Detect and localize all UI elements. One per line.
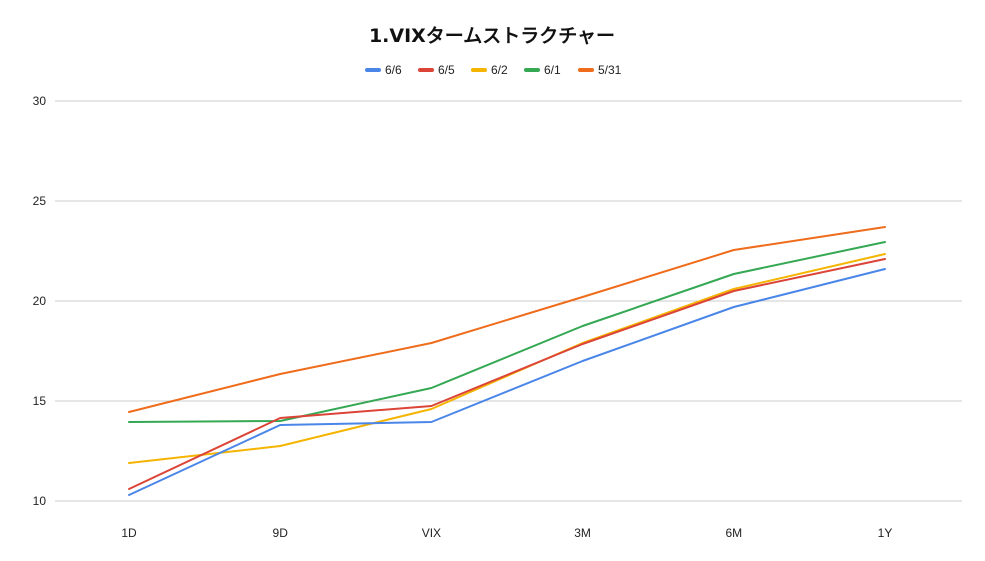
y-tick-label-25: 25 [33,194,47,208]
y-tick-label-10: 10 [33,494,47,508]
x-tick-label-1D: 1D [121,526,137,540]
series-line-5-31 [128,226,886,413]
legend-label-6-6: 6/6 [385,63,402,77]
gridlines [55,100,962,502]
x-tick-label-3M: 3M [574,526,591,540]
x-tick-label-9D: 9D [273,526,289,540]
series-line-6-1 [128,241,886,423]
x-axis-tick-labels: 1D 9D VIX 3M 6M 1Y [121,526,892,540]
y-tick-label-15: 15 [33,394,47,408]
series-lines [128,226,886,496]
legend-label-6-1: 6/1 [544,63,561,77]
chart-title: 1.VIXタームストラクチャー [369,25,615,47]
y-axis-tick-labels: 10 15 20 25 30 [33,94,47,508]
series-line-6-2 [128,253,886,464]
x-tick-label-6M: 6M [725,526,742,540]
y-tick-label-20: 20 [33,294,47,308]
legend-label-6-5: 6/5 [438,63,455,77]
series-line-6-6 [128,268,886,496]
x-tick-label-VIX: VIX [422,526,441,540]
series-line-6-5 [128,258,886,490]
legend-label-5-31: 5/31 [598,63,622,77]
legend-label-6-2: 6/2 [491,63,508,77]
y-tick-label-30: 30 [33,94,47,108]
legend: 6/6 6/5 6/2 6/1 5/31 [365,63,622,77]
x-tick-label-1Y: 1Y [878,526,893,540]
